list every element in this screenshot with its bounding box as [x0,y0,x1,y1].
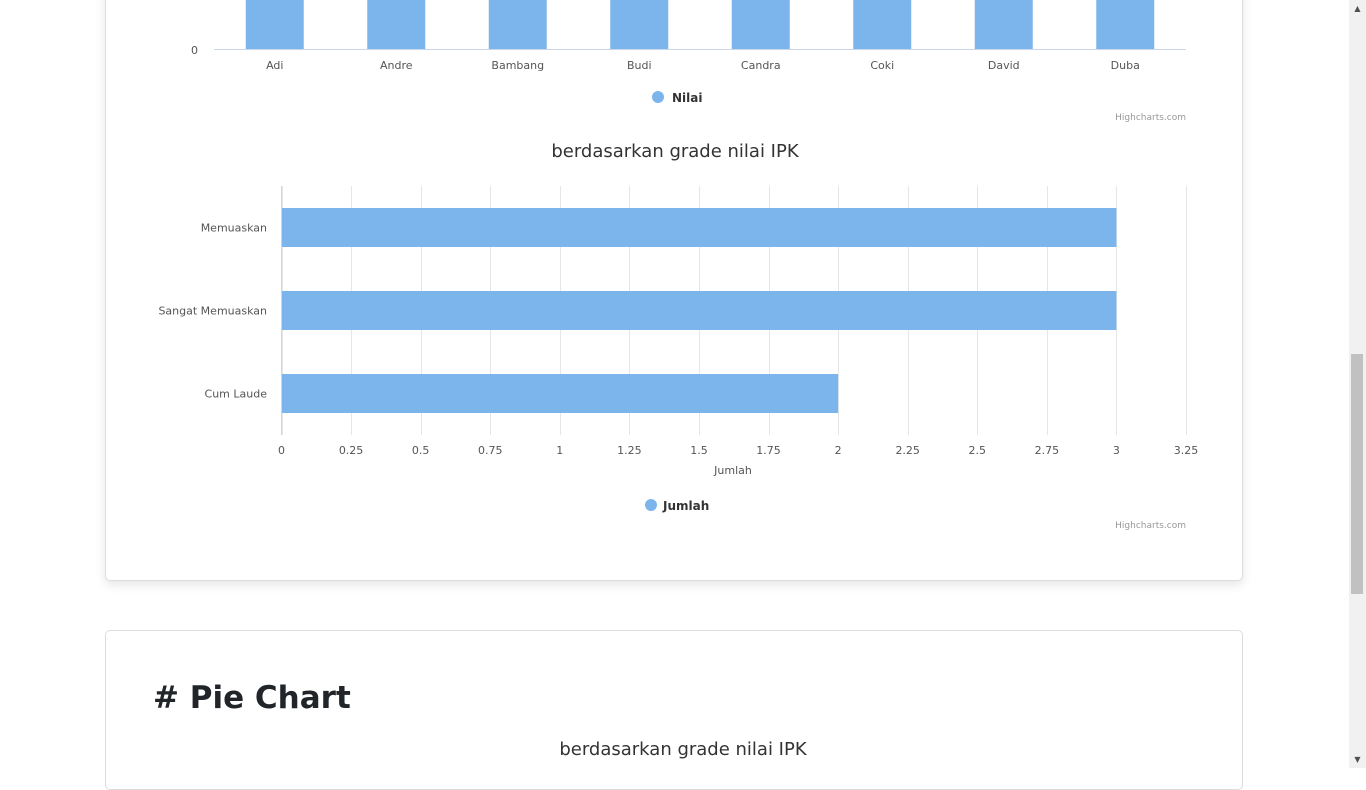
chart-card [105,0,1243,581]
triangle-up-icon[interactable]: ▲ [1354,4,1361,13]
x-tick-label: Andre [380,59,413,72]
credits-link[interactable]: Highcharts.com [1115,521,1186,531]
x-tick-label: Budi [627,59,652,72]
legend-symbol [645,499,657,511]
x-tick-label: 2.25 [895,444,920,457]
x-tick-label: 0.5 [412,444,430,457]
bar[interactable] [281,208,1117,247]
legend-item-jumlah[interactable]: Jumlah [645,499,709,513]
x-tick-label: 2.75 [1035,444,1060,457]
bar[interactable] [853,0,912,50]
x-tick-label: Coki [870,59,894,72]
category-label: Sangat Memuaskan [158,305,267,318]
x-tick-label: 0.75 [478,444,503,457]
x-tick-label: Candra [741,59,781,72]
legend-label: Jumlah [662,499,709,513]
legend-symbol [652,91,664,103]
bar[interactable] [245,0,304,50]
x-tick-label: 3.25 [1174,444,1199,457]
pie-chart-card [105,630,1243,790]
bar[interactable] [731,0,790,50]
x-tick-label: 2 [835,444,842,457]
category-label: Memuaskan [201,222,267,235]
category-label: Cum Laude [205,388,268,401]
bar[interactable] [367,0,426,50]
x-tick-label: 0 [278,444,285,457]
x-tick-label: Bambang [491,59,544,72]
x-tick-label: 0.25 [339,444,364,457]
credits-link[interactable]: Highcharts.com [1115,113,1186,123]
x-tick-label: 1 [556,444,563,457]
pie-chart-title: berdasarkan grade nilai IPK [559,739,807,760]
scrollbar-thumb[interactable] [1351,354,1363,594]
column-chart: 0 Adi Andre Bambang Budi Candra Coki David Duba… [191,0,1186,123]
bar[interactable] [974,0,1033,50]
vertical-scrollbar[interactable]: ▲ ▼ [1349,0,1366,768]
x-tick-label: 1.25 [617,444,642,457]
x-tick-label: 1.5 [690,444,708,457]
bar[interactable] [488,0,547,50]
bar[interactable] [1096,0,1155,50]
x-tick-label: David [988,59,1020,72]
x-tick-label: 2.5 [969,444,987,457]
bar[interactable] [281,291,1117,330]
horizontal-bar-chart: berdasarkan grade nilai IPK Memuaskan San… [158,141,1199,531]
x-tick-label: Duba [1111,59,1140,72]
x-tick-label: 3 [1113,444,1120,457]
chart-title: berdasarkan grade nilai IPK [551,141,800,162]
y-tick-label: 0 [191,44,198,57]
bar[interactable] [610,0,669,50]
legend-label: Nilai [672,91,702,105]
x-tick-label: 1.75 [756,444,781,457]
x-axis-title: Jumlah [713,464,752,477]
triangle-down-icon[interactable]: ▼ [1354,755,1361,764]
x-tick-label: Adi [266,59,283,72]
pie-chart-heading: # Pie Chart [153,680,351,716]
legend-item-nilai[interactable]: Nilai [652,91,702,105]
bar[interactable] [281,374,839,413]
